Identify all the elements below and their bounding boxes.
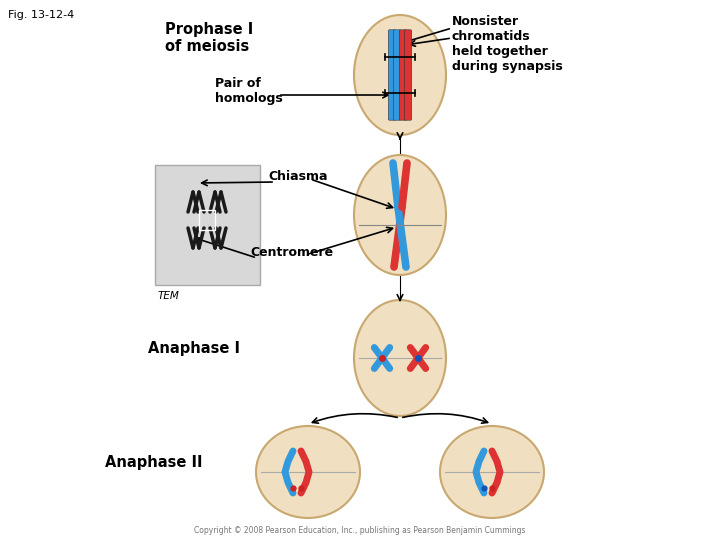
FancyBboxPatch shape [405,30,412,120]
Bar [199,210,215,230]
Text: Anaphase I: Anaphase I [148,341,240,355]
Ellipse shape [354,300,446,416]
Text: Copyright © 2008 Pearson Education, Inc., publishing as Pearson Benjamin Cumming: Copyright © 2008 Pearson Education, Inc.… [194,526,526,535]
Text: Centromere: Centromere [250,246,333,259]
Text: Chiasma: Chiasma [268,170,328,183]
FancyBboxPatch shape [393,30,401,120]
Ellipse shape [256,426,360,518]
Ellipse shape [440,426,544,518]
Ellipse shape [354,155,446,275]
Text: TEM: TEM [158,291,180,301]
Ellipse shape [354,15,446,135]
FancyBboxPatch shape [400,30,407,120]
Text: Fig. 13-12-4: Fig. 13-12-4 [8,10,74,20]
FancyBboxPatch shape [388,30,396,120]
Text: Prophase I
of meiosis: Prophase I of meiosis [165,22,253,55]
Text: Nonsister
chromatids
held together
during synapsis: Nonsister chromatids held together durin… [452,15,563,73]
Bar [155,165,260,285]
Text: Pair of
homologs: Pair of homologs [215,77,283,105]
Text: Anaphase II: Anaphase II [105,455,202,469]
